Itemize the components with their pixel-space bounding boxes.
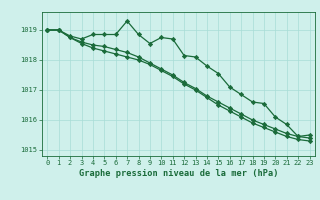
X-axis label: Graphe pression niveau de la mer (hPa): Graphe pression niveau de la mer (hPa) bbox=[79, 169, 278, 178]
